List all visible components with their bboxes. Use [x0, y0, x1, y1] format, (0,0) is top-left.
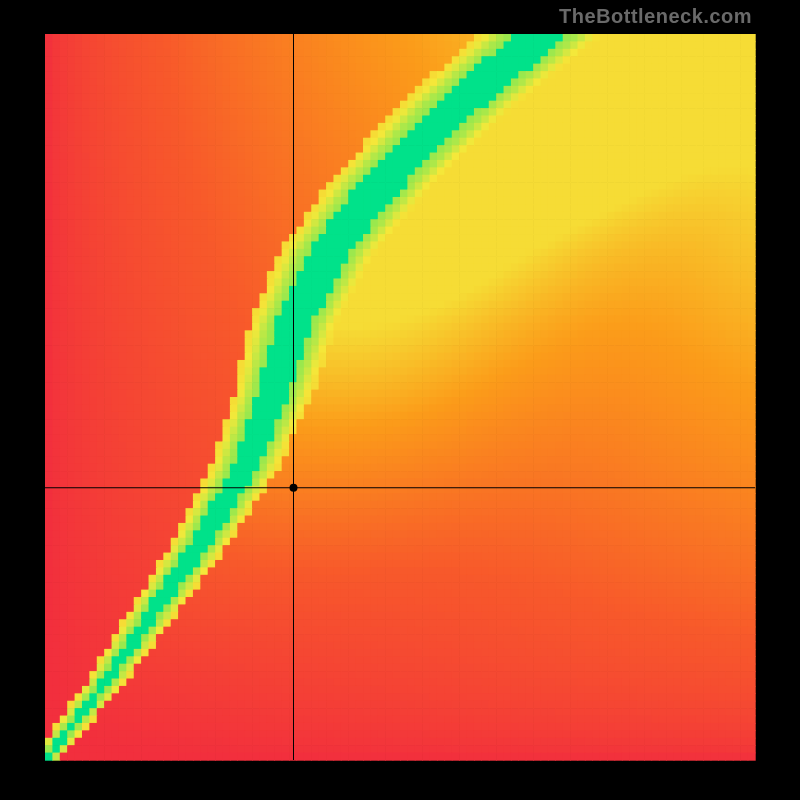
chart-container: TheBottleneck.com	[0, 0, 800, 800]
watermark-text: TheBottleneck.com	[559, 6, 752, 29]
heatmap-canvas	[0, 0, 800, 800]
